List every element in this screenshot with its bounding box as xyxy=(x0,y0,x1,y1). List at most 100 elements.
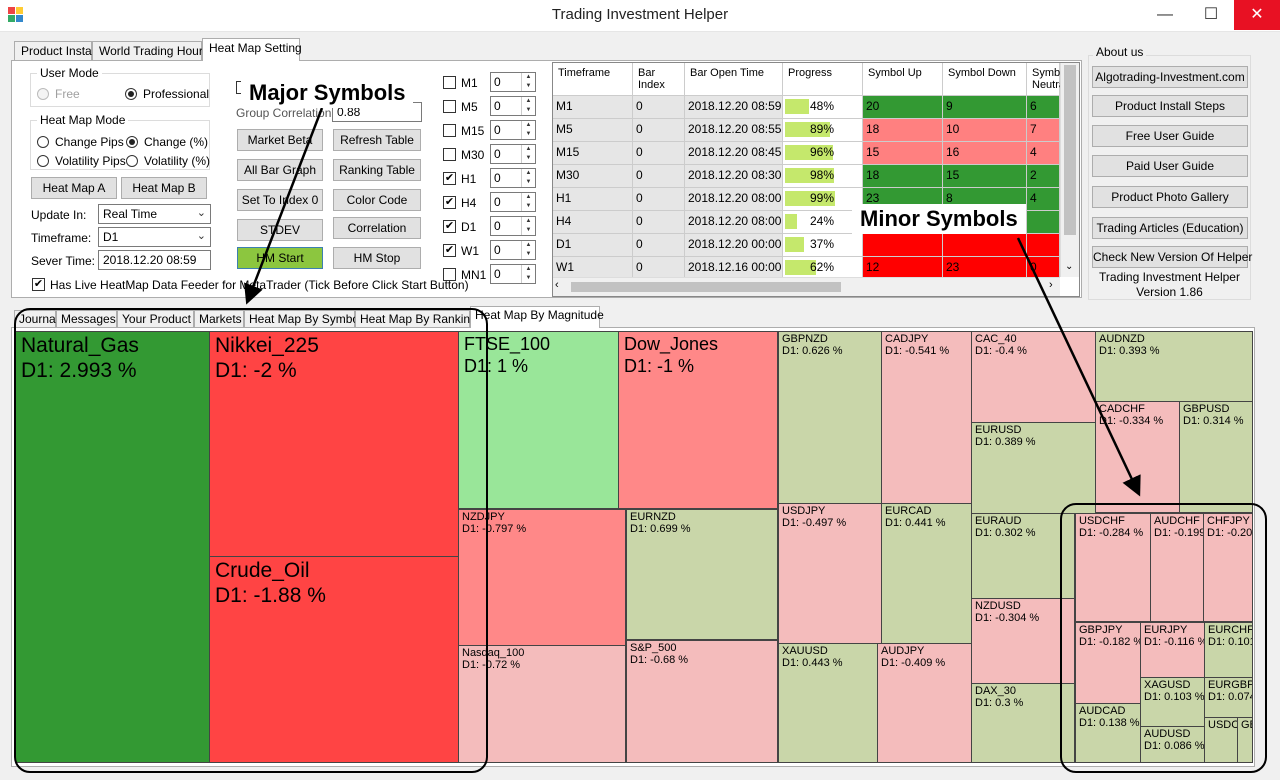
spinner-arrows-icon[interactable]: ▲ ▼ xyxy=(521,121,535,139)
heat-map-a-button[interactable]: Heat Map A xyxy=(31,177,117,199)
heatmap-cell[interactable]: Crude_Oil D1: -1.88 % xyxy=(209,556,460,763)
mode-professional-radio[interactable] xyxy=(125,88,137,100)
spinner-arrows-icon[interactable]: ▲ ▼ xyxy=(521,169,535,187)
timeframe-spinner[interactable]: 0 ▲ ▼ xyxy=(490,96,536,116)
table-header-cell[interactable]: Progress xyxy=(783,63,863,96)
timeframe-checkbox[interactable] xyxy=(443,268,456,281)
tab-heat-map-setting[interactable]: Heat Map Setting xyxy=(202,38,302,61)
scroll-thumb[interactable] xyxy=(571,282,841,292)
table-vertical-scrollbar[interactable]: ⌄ xyxy=(1060,63,1079,277)
heatmap-cell[interactable]: AUDUSD D1: 0.086 % xyxy=(1140,726,1205,763)
heatmap-cell[interactable]: AUDNZD D1: 0.393 % xyxy=(1095,331,1253,402)
timeframe-checkbox[interactable]: ✔ xyxy=(443,220,456,233)
close-button[interactable]: ✕ xyxy=(1234,0,1280,30)
chevron-right-icon[interactable]: › xyxy=(1049,279,1053,291)
spinner-arrows-icon[interactable]: ▲ ▼ xyxy=(521,73,535,91)
timeframe-spinner[interactable]: 0 ▲ ▼ xyxy=(490,192,536,212)
about-link-button[interactable]: Product Photo Gallery xyxy=(1092,186,1248,208)
change-pct-radio[interactable] xyxy=(126,136,138,148)
heatmap-cell[interactable]: CAC_40 D1: -0.4 % xyxy=(971,331,1096,423)
heatmap-cell[interactable]: CHFJPY D1: -0.20 xyxy=(1203,513,1253,622)
about-link-button[interactable]: Free User Guide xyxy=(1092,125,1248,147)
timeframe-spinner[interactable]: 0 ▲ ▼ xyxy=(490,240,536,260)
heatmap-cell[interactable]: CADJPY D1: -0.541 % xyxy=(881,331,973,504)
heatmap-cell[interactable]: GBPNZD D1: 0.626 % xyxy=(778,331,882,504)
timeframe-checkbox[interactable]: ✔ xyxy=(443,196,456,209)
timeframe-checkbox[interactable] xyxy=(443,148,456,161)
timeframe-checkbox[interactable] xyxy=(443,100,456,113)
tab-heat-map-by-magnitude[interactable]: Heat Map By Magnitude xyxy=(470,306,604,328)
mode-free-radio[interactable] xyxy=(37,88,49,100)
update-in-select[interactable]: Real Time ⌄ xyxy=(98,204,211,224)
tab-messages[interactable]: Messages xyxy=(56,310,117,327)
tab-heat-map-by-symbol[interactable]: Heat Map By Symbol xyxy=(244,310,362,327)
heatmap-cell[interactable]: EURUSD D1: 0.389 % xyxy=(971,422,1096,514)
table-header-cell[interactable]: Symbol Up xyxy=(863,63,943,96)
heatmap-cell[interactable]: S&P_500 D1: -0.68 % xyxy=(626,640,778,763)
heatmap-cell[interactable]: FTSE_100 D1: 1 % xyxy=(458,331,619,509)
ranking-table-button[interactable]: Ranking Table xyxy=(333,159,421,181)
change-pips-radio[interactable] xyxy=(37,136,49,148)
heatmap-cell[interactable]: Natural_Gas D1: 2.993 % xyxy=(15,331,210,763)
heatmap-cell[interactable]: Nikkei_225 D1: -2 % xyxy=(209,331,460,557)
heatmap-cell[interactable]: XAUUSD D1: 0.443 % xyxy=(778,643,878,763)
tab-world-trading-hours[interactable]: World Trading Hours xyxy=(92,41,209,60)
about-link-button[interactable]: Check New Version Of Helper xyxy=(1092,246,1252,268)
market-beta-button[interactable]: Market Beta xyxy=(237,129,323,151)
timeframe-spinner[interactable]: 0 ▲ ▼ xyxy=(490,72,536,92)
stdev-button[interactable]: STDEV xyxy=(237,219,323,241)
chevron-left-icon[interactable]: ‹ xyxy=(555,279,559,291)
spinner-arrows-icon[interactable]: ▲ ▼ xyxy=(521,241,535,259)
timeframe-checkbox[interactable] xyxy=(443,124,456,137)
heatmap-cell[interactable]: GBPJPY D1: -0.182 % xyxy=(1075,622,1141,704)
about-link-button[interactable]: Paid User Guide xyxy=(1092,155,1248,177)
timeframe-checkbox[interactable]: ✔ xyxy=(443,244,456,257)
timeframe-spinner[interactable]: 0 ▲ ▼ xyxy=(490,120,536,140)
about-link-button[interactable]: Product Install Steps xyxy=(1092,95,1248,117)
heatmap-cell[interactable]: AUDCAD D1: 0.138 % xyxy=(1075,703,1141,763)
about-link-button[interactable]: Algotrading-Investment.com xyxy=(1092,66,1248,88)
correlation-button[interactable]: Correlation xyxy=(333,217,421,239)
refresh-table-button[interactable]: Refresh Table xyxy=(333,129,421,151)
heatmap-cell[interactable]: XAGUSD D1: 0.103 % xyxy=(1140,677,1205,727)
minimize-button[interactable]: — xyxy=(1157,6,1173,23)
timeframe-spinner[interactable]: 0 ▲ ▼ xyxy=(490,216,536,236)
spinner-arrows-icon[interactable]: ▲ ▼ xyxy=(521,265,535,283)
tab-your-product[interactable]: Your Product xyxy=(117,310,194,327)
volatility-pct-radio[interactable] xyxy=(126,155,138,167)
heatmap-cell[interactable]: DAX_30 D1: 0.3 % xyxy=(971,683,1075,763)
heatmap-cell[interactable]: EURJPY D1: -0.116 % xyxy=(1140,622,1205,678)
heatmap-cell[interactable]: USDJPY D1: -0.497 % xyxy=(778,503,882,644)
heatmap-cell[interactable]: GB xyxy=(1237,717,1253,763)
timeframe-spinner[interactable]: 0 ▲ ▼ xyxy=(490,144,536,164)
scroll-thumb[interactable] xyxy=(1064,65,1076,235)
spinner-arrows-icon[interactable]: ▲ ▼ xyxy=(521,217,535,235)
about-link-button[interactable]: Trading Articles (Education) xyxy=(1092,217,1248,239)
heatmap-cell[interactable]: EURNZD D1: 0.699 % xyxy=(626,509,778,640)
heatmap-cell[interactable]: AUDJPY D1: -0.409 % xyxy=(877,643,973,763)
heatmap-cell[interactable]: EURAUD D1: 0.302 % xyxy=(971,513,1075,599)
chevron-down-icon[interactable]: ⌄ xyxy=(1065,261,1074,272)
set-to-index-0-button[interactable]: Set To Index 0 xyxy=(237,189,323,211)
table-header-cell[interactable]: Symbol Neutral xyxy=(1027,63,1069,96)
heatmap-cell[interactable]: EURCHF D1: 0.101 xyxy=(1204,622,1253,678)
heatmap-cell[interactable]: NZDUSD D1: -0.304 % xyxy=(971,598,1075,684)
spinner-arrows-icon[interactable]: ▲ ▼ xyxy=(521,97,535,115)
table-header-cell[interactable]: Timeframe xyxy=(553,63,633,96)
heatmap-cell[interactable]: Dow_Jones D1: -1 % xyxy=(618,331,778,509)
hm-stop-button[interactable]: HM Stop xyxy=(333,247,421,269)
tab-markets[interactable]: Markets xyxy=(194,310,244,327)
heatmap-cell[interactable]: USDC xyxy=(1204,717,1238,763)
table-horizontal-scrollbar[interactable]: ‹ › xyxy=(553,277,1060,296)
timeframe-select[interactable]: D1 ⌄ xyxy=(98,227,211,247)
timeframe-spinner[interactable]: 0 ▲ ▼ xyxy=(490,168,536,188)
volatility-pips-radio[interactable] xyxy=(37,155,49,167)
tab-product-install[interactable]: Product Install xyxy=(14,41,97,60)
spinner-arrows-icon[interactable]: ▲ ▼ xyxy=(521,193,535,211)
tab-heat-map-by-ranking[interactable]: Heat Map By Ranking xyxy=(355,310,477,327)
table-header-cell[interactable]: Bar Index xyxy=(633,63,685,96)
color-code-button[interactable]: Color Code xyxy=(333,189,421,211)
table-header-cell[interactable]: Symbol Down xyxy=(943,63,1027,96)
heatmap-cell[interactable]: GBPUSD D1: 0.314 % xyxy=(1179,401,1253,513)
live-feeder-checkbox[interactable]: ✔ xyxy=(32,278,45,291)
